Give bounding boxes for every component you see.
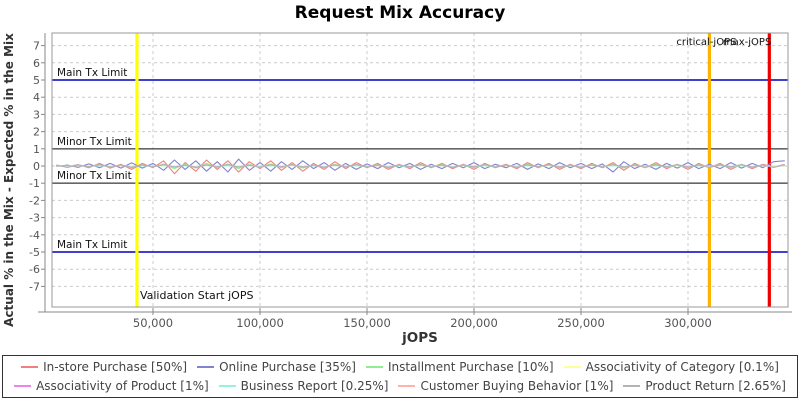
series-group xyxy=(56,158,785,175)
limit-line-label: Main Tx Limit xyxy=(57,239,127,251)
y-tick-label: -4 xyxy=(29,229,40,242)
legend-item: Installment Purchase [10%] xyxy=(365,360,554,374)
y-tick-label: 7 xyxy=(33,40,40,53)
series-line-online-purchase-35 xyxy=(56,158,785,173)
legend-color-line-icon xyxy=(365,366,383,368)
limit-line-label: Minor Tx Limit xyxy=(57,136,132,148)
series-line-product-return-2-65 xyxy=(56,163,785,169)
legend-row: Associativity of Product [1%] Business Re… xyxy=(3,377,797,396)
legend-item: Product Return [2.65%] xyxy=(623,379,786,393)
event-line-label: critical-jOPS xyxy=(676,37,736,48)
legend-label: Installment Purchase [10%] xyxy=(387,360,554,374)
y-tick-label: -1 xyxy=(29,177,40,190)
x-tick-label: 50,000 xyxy=(133,316,173,330)
legend-color-line-icon xyxy=(398,385,416,387)
legend-label: Customer Buying Behavior [1%] xyxy=(420,379,614,393)
legend-item: Customer Buying Behavior [1%] xyxy=(398,379,613,393)
legend-label: Business Report [0.25%] xyxy=(240,379,389,393)
legend-color-line-icon xyxy=(14,385,32,387)
y-tick-label: 6 xyxy=(33,57,40,70)
legend-color-line-icon xyxy=(21,366,39,368)
legend-color-line-icon xyxy=(563,366,581,368)
y-tick-label: -6 xyxy=(29,263,40,276)
legend-label: Associativity of Product [1%] xyxy=(36,379,209,393)
y-tick-label: 4 xyxy=(33,91,40,104)
legend-color-line-icon xyxy=(197,366,215,368)
chart-title: Request Mix Accuracy xyxy=(294,3,506,23)
y-axis-title: Actual % in the Mix - Expected % in the … xyxy=(2,33,16,327)
limit-line-label: Main Tx Limit xyxy=(57,67,127,79)
legend-item: In-store Purchase [50%] xyxy=(21,360,187,374)
chart-legend: In-store Purchase [50%] Online Purchase [… xyxy=(2,355,798,398)
y-tick-label: -2 xyxy=(29,194,40,207)
legend-item: Associativity of Category [0.1%] xyxy=(563,360,779,374)
legend-row: In-store Purchase [50%] Online Purchase [… xyxy=(3,358,797,377)
legend-label: Online Purchase [35%] xyxy=(219,360,356,374)
y-tick-label: -5 xyxy=(29,246,40,259)
x-tick-label: 150,000 xyxy=(343,316,391,330)
legend-label: Product Return [2.65%] xyxy=(645,379,786,393)
y-tick-label: 0 xyxy=(33,160,40,173)
legend-item: Business Report [0.25%] xyxy=(218,379,389,393)
x-tick-label: 300,000 xyxy=(664,316,712,330)
x-tick-label: 250,000 xyxy=(557,316,605,330)
y-tick-label: -3 xyxy=(29,212,40,225)
legend-color-line-icon xyxy=(623,385,641,387)
legend-label: In-store Purchase [50%] xyxy=(43,360,188,374)
x-tick-label: 100,000 xyxy=(236,316,284,330)
x-tick-label: 200,000 xyxy=(450,316,498,330)
event-line-label: Validation Start jOPS xyxy=(140,289,254,302)
event-line-label: max-jOPS xyxy=(723,37,771,48)
legend-item: Associativity of Product [1%] xyxy=(14,379,209,393)
legend-label: Associativity of Category [0.1%] xyxy=(585,360,779,374)
y-tick-label: 2 xyxy=(33,126,40,139)
y-tick-label: -7 xyxy=(29,280,40,293)
x-axis-title: jOPS xyxy=(401,330,438,346)
y-tick-label: 5 xyxy=(33,74,40,87)
plot-border xyxy=(51,32,789,308)
chart-plot-area: Main Tx Limit Minor Tx Limit Minor Tx Limi… xyxy=(2,32,792,346)
y-tick-label: 1 xyxy=(33,143,40,156)
limit-line-label: Minor Tx Limit xyxy=(57,170,132,182)
legend-item: Online Purchase [35%] xyxy=(197,360,356,374)
legend-color-line-icon xyxy=(218,385,236,387)
y-tick-label: 3 xyxy=(33,108,40,121)
